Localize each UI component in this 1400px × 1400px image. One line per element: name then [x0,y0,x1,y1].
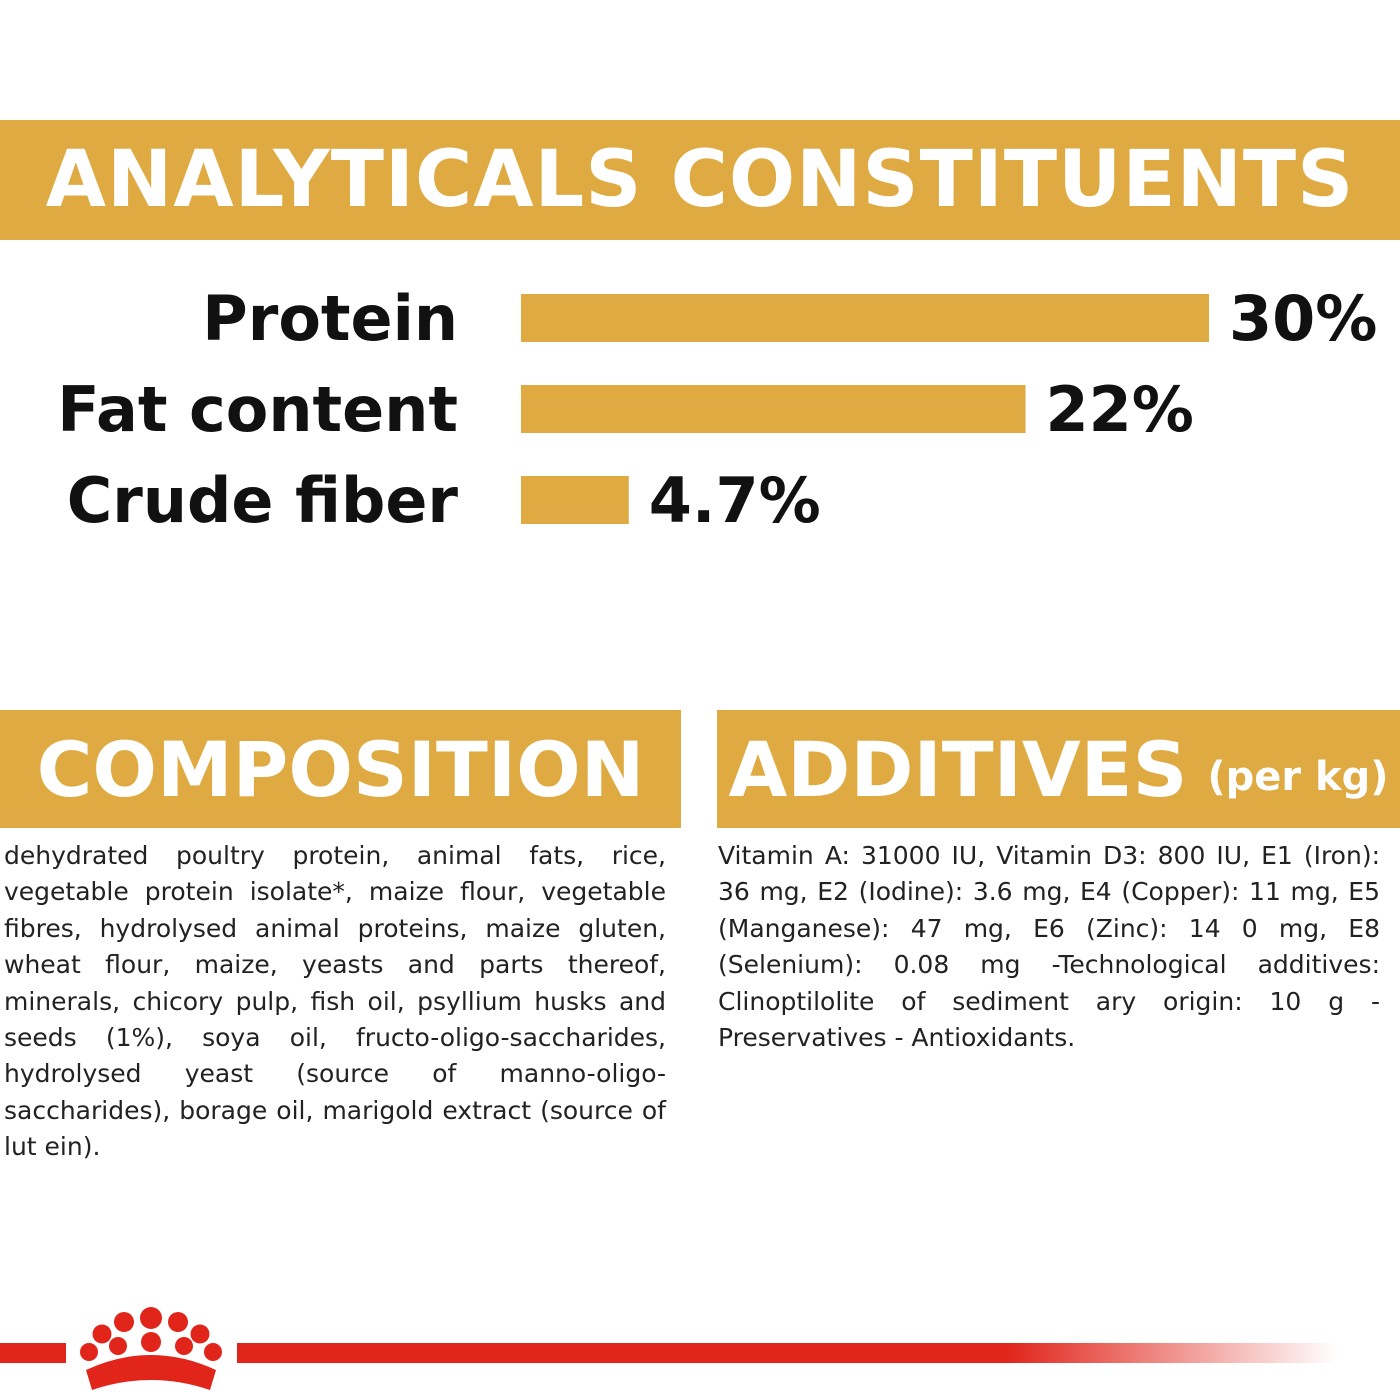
crown-icon [80,1307,222,1390]
footer-brand-strip [0,1307,1337,1390]
composition-title: COMPOSITION [36,724,645,814]
value-label: 22% [1046,373,1194,446]
additives-unit: (per kg) [1207,754,1389,800]
analytical-constituents-title: ANALYTICALS CONSTITUENTS [45,135,1355,225]
analytical-bar-chart: Protein 30% Fat content 22% Crude fiber 4.7% [57,282,1377,537]
category-label: Fat content [57,373,458,446]
footer-red-line-right [237,1343,1337,1363]
bar [521,294,1209,342]
bar [521,476,629,524]
additives-banner: ADDITIVES (per kg) [717,710,1400,828]
value-label: 4.7% [649,464,821,537]
value-label: 30% [1229,282,1377,355]
category-label: Crude fiber [67,464,459,537]
composition-text: dehydrated poultry protein, animal fats,… [4,841,666,1162]
analytical-constituents-banner: ANALYTICALS CONSTITUENTS [0,120,1400,240]
additives-text: Vitamin A: 31000 IU, Vitamin D3: 800 IU,… [718,841,1380,1053]
composition-banner: COMPOSITION [0,710,681,828]
category-label: Protein [202,282,458,355]
footer-red-line-left [0,1343,66,1363]
bar [521,385,1026,433]
additives-title: ADDITIVES [728,724,1188,814]
